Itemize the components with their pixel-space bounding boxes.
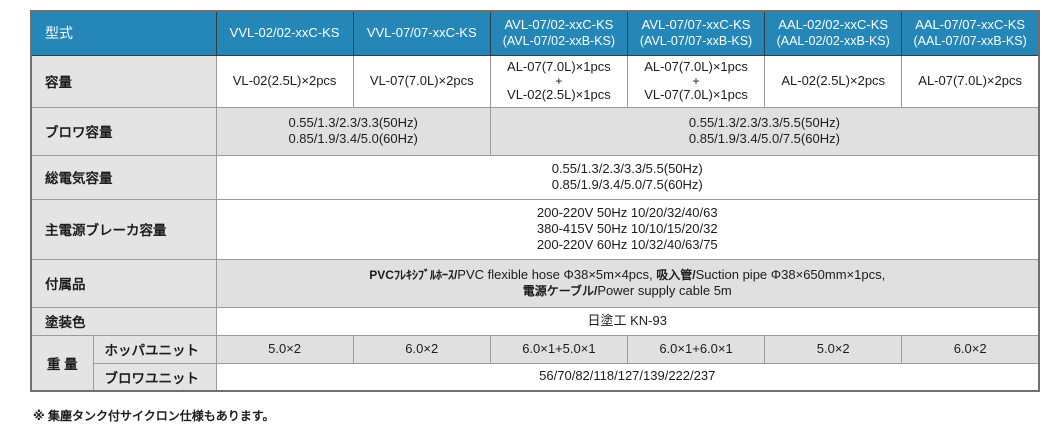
capacity-value-col2: VL-07(7.0L)×2pcs [352, 54, 491, 108]
breaker-row-label: 主電源ブレーカ容量 [30, 198, 217, 260]
capacity-line: + [555, 74, 563, 88]
capacity-value-col5: AL-02(2.5L)×2pcs [764, 54, 903, 108]
value-line: 0.55/1.3/2.3/3.3(50Hz) [288, 114, 418, 130]
capacity-line: VL-07(7.0L)×2pcs [369, 72, 474, 88]
model-name: VVL-02/02-xxC-KS [229, 25, 340, 41]
weight-blower-row: ブロワユニット 56/70/82/118/127/139/222/237 [31, 362, 1040, 391]
paint-color-row: 塗装色 日塗工 KN-93 [30, 306, 1040, 336]
value-line: 0.55/1.3/2.3/3.3/5.5(50Hz) [688, 114, 840, 130]
accessories-row-label: 付属品 [30, 258, 217, 308]
accessory-cable-jp: 電源ケーブル/ [522, 284, 598, 298]
hopper-weight-col3: 6.0×1+5.0×1 [489, 334, 628, 364]
capacity-value-col4: AL-07(7.0L)×1pcs + VL-07(7.0L)×1pcs [626, 54, 766, 108]
value-line: 380-415V 50Hz 10/10/15/20/32 [536, 220, 718, 236]
total-electric-row-label: 総電気容量 [30, 154, 217, 200]
total-electric-row: 総電気容量 0.55/1.3/2.3/3.3/5.5(50Hz) 0.85/1.… [30, 154, 1040, 200]
capacity-line: AL-07(7.0L)×1pcs [644, 58, 748, 74]
accessory-pipe-jp: 吸入管/ [656, 267, 696, 282]
breaker-row: 主電源ブレーカ容量 200-220V 50Hz 10/20/32/40/63 3… [30, 198, 1040, 260]
capacity-line: AL-07(7.0L)×2pcs [918, 72, 1022, 88]
capacity-row: 容量 VL-02(2.5L)×2pcs VL-07(7.0L)×2pcs AL-… [30, 54, 1040, 108]
model-alt-name: (AAL-07/07-xxB-KS) [913, 33, 1027, 48]
model-header-col3: AVL-07/02-xxC-KS (AVL-07/02-xxB-KS) [489, 10, 628, 56]
model-row-label: 型式 [30, 10, 217, 56]
blower-capacity-row: ブロワ容量 0.55/1.3/2.3/3.3(50Hz) 0.85/1.9/3.… [30, 106, 1040, 156]
paint-color-row-label: 塗装色 [30, 306, 217, 336]
accessories-value: PVCﾌﾚｷｼﾌﾞﾙﾎｰｽ/PVC flexible hose Φ38×5m×4… [215, 258, 1040, 308]
model-name: VVL-07/07-xxC-KS [366, 25, 477, 41]
model-name: AAL-07/07-xxC-KS [915, 17, 1026, 33]
model-alt-name: (AVL-07/07-xxB-KS) [639, 33, 753, 48]
capacity-line: VL-02(2.5L)×2pcs [232, 72, 337, 88]
capacity-value-col6: AL-07(7.0L)×2pcs [901, 54, 1040, 108]
capacity-line: + [692, 74, 700, 88]
capacity-line: VL-07(7.0L)×1pcs [644, 87, 748, 102]
model-name: AVL-07/07-xxC-KS [641, 17, 751, 33]
blower-unit-label: ブロワユニット [92, 362, 217, 391]
accessories-line-2: 電源ケーブル/Power supply cable 5m [221, 283, 1035, 299]
capacity-line: AL-07(7.0L)×1pcs [507, 58, 611, 74]
footnote: ※ 集塵タンク付サイクロン仕様もあります。 [33, 408, 275, 423]
model-header-row: 型式 VVL-02/02-xxC-KS VVL-07/07-xxC-KS AVL… [30, 10, 1040, 56]
hopper-weight-col1: 5.0×2 [215, 334, 354, 364]
weight-hopper-row: 重 量 ホッパユニット 5.0×2 6.0×2 6.0×1+5.0×1 6.0×… [30, 334, 1040, 391]
model-header-col1: VVL-02/02-xxC-KS [215, 10, 354, 56]
model-name: AAL-02/02-xxC-KS [778, 17, 889, 33]
paint-color-value: 日塗工 KN-93 [215, 306, 1040, 336]
total-electric-value: 0.55/1.3/2.3/3.3/5.5(50Hz) 0.85/1.9/3.4/… [215, 154, 1040, 200]
accessory-cable-en: Power supply cable 5m [597, 283, 732, 298]
capacity-line: AL-02(2.5L)×2pcs [781, 72, 886, 88]
hopper-weight-col6: 6.0×2 [901, 334, 1040, 364]
model-header-col5: AAL-02/02-xxC-KS (AAL-02/02-xxB-KS) [764, 10, 903, 56]
accessory-pipe-en: Suction pipe Φ38×650mm×1pcs, [695, 266, 886, 282]
model-alt-name: (AAL-02/02-xxB-KS) [776, 33, 890, 48]
blower-unit-weight-value: 56/70/82/118/127/139/222/237 [215, 362, 1040, 391]
capacity-value-col1: VL-02(2.5L)×2pcs [215, 54, 354, 108]
hopper-unit-label: ホッパユニット [92, 334, 217, 364]
value-line: 0.85/1.9/3.4/5.0(60Hz) [288, 131, 418, 146]
model-alt-name: (AVL-07/02-xxB-KS) [502, 33, 616, 48]
hopper-weight-col5: 5.0×2 [764, 334, 903, 364]
accessories-row: 付属品 PVCﾌﾚｷｼﾌﾞﾙﾎｰｽ/PVC flexible hose Φ38×… [30, 258, 1040, 308]
model-name: AVL-07/02-xxC-KS [504, 17, 614, 33]
blower-capacity-right-value: 0.55/1.3/2.3/3.3/5.5(50Hz) 0.85/1.9/3.4/… [489, 106, 1040, 156]
value-line: 0.85/1.9/3.4/5.0/7.5(60Hz) [688, 131, 840, 146]
accessory-hose-jp: PVCﾌﾚｷｼﾌﾞﾙﾎｰｽ/ [369, 267, 458, 282]
accessories-line-1: PVCﾌﾚｷｼﾌﾞﾙﾎｰｽ/PVC flexible hose Φ38×5m×4… [221, 267, 1035, 283]
accessory-hose-en: PVC flexible hose Φ38×5m×4pcs, [457, 266, 657, 282]
capacity-value-col3: AL-07(7.0L)×1pcs + VL-02(2.5L)×1pcs [489, 54, 628, 108]
capacity-row-label: 容量 [30, 54, 217, 108]
value-line: 0.85/1.9/3.4/5.0/7.5(60Hz) [551, 177, 703, 192]
weight-group-label: 重 量 [30, 334, 94, 391]
hopper-weight-col4: 6.0×1+6.0×1 [626, 334, 766, 364]
capacity-line: VL-02(2.5L)×1pcs [507, 87, 611, 102]
spec-table: 型式 VVL-02/02-xxC-KS VVL-07/07-xxC-KS AVL… [30, 10, 1040, 392]
value-line: 200-220V 60Hz 10/32/40/63/75 [536, 237, 718, 253]
value-line: 0.55/1.3/2.3/3.3/5.5(50Hz) [551, 160, 703, 176]
blower-capacity-left-value: 0.55/1.3/2.3/3.3(50Hz) 0.85/1.9/3.4/5.0(… [215, 106, 491, 156]
model-header-col4: AVL-07/07-xxC-KS (AVL-07/07-xxB-KS) [626, 10, 766, 56]
blower-capacity-row-label: ブロワ容量 [30, 106, 217, 156]
value-line: 200-220V 50Hz 10/20/32/40/63 [536, 204, 718, 220]
breaker-value: 200-220V 50Hz 10/20/32/40/63 380-415V 50… [215, 198, 1040, 260]
model-header-col6: AAL-07/07-xxC-KS (AAL-07/07-xxB-KS) [901, 10, 1040, 56]
hopper-weight-col2: 6.0×2 [352, 334, 491, 364]
model-header-col2: VVL-07/07-xxC-KS [352, 10, 491, 56]
